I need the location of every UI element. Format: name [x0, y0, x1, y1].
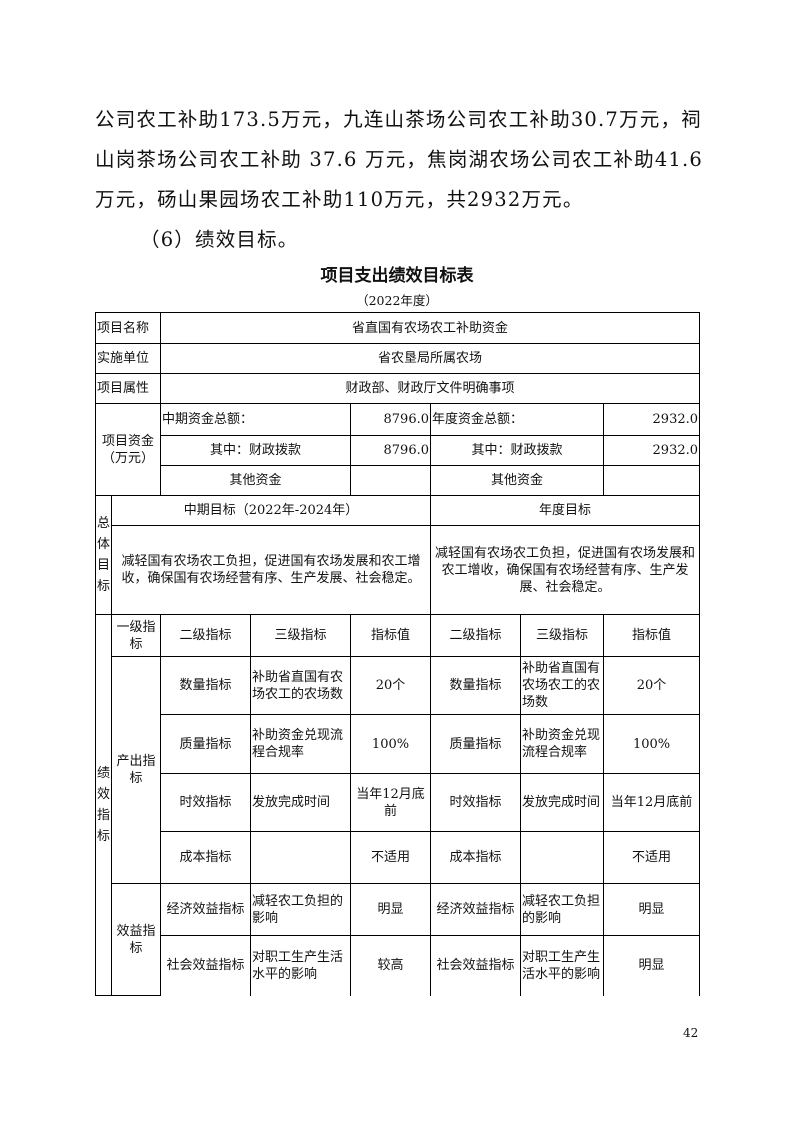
overall-goal-label: 总体目标	[95, 495, 112, 615]
cell: 对职工生产生活水平的影响	[520, 935, 605, 996]
cell: 时效指标	[430, 773, 522, 832]
year-other-value	[603, 465, 701, 496]
year-goal-header: 年度目标	[430, 495, 701, 526]
table-row: 社会效益指标 对职工生产生活水平的影响 较高 社会效益指标 对职工生产生活水平的…	[96, 935, 701, 996]
header-level3: 三级指标	[250, 614, 352, 657]
cell	[250, 831, 352, 884]
page-number: 42	[683, 1026, 699, 1040]
year-total-value: 2932.0	[603, 403, 701, 436]
cell: 不适用	[350, 831, 432, 884]
table-row: 质量指标 补助资金兑现流程合规率 100% 质量指标 补助资金兑现流程合规率 1…	[96, 714, 701, 774]
cell: 质量指标	[160, 714, 252, 774]
project-name: 省直国有农场农工补助资金	[160, 312, 701, 344]
header-level1: 一级指标	[110, 614, 162, 657]
table-row: 产出指标 数量指标 补助省直国有农场农工的农场数 20个 数量指标 补助省直国有…	[96, 656, 701, 884]
mid-fiscal-value: 8796.0	[350, 435, 432, 466]
cell: 补助资金兑现流程合规率	[250, 714, 352, 774]
year-goal-text: 减轻国有农场农工负担，促进国有农场发展和农工增收，确保国有农场经营有序、生产发展…	[430, 525, 701, 615]
header-value-year: 指标值	[603, 614, 701, 657]
perf-indicator-label: 绩效指标	[95, 614, 112, 996]
cell: 较高	[350, 935, 432, 996]
cell: 减轻农工负担的影响	[520, 883, 605, 936]
performance-target-table: 项目名称 省直国有农场农工补助资金 实施单位 省农垦局所属农场 项目属性 财政部…	[94, 312, 701, 996]
cell	[520, 831, 605, 884]
cell: 当年12月底前	[350, 773, 432, 832]
cell: 数量指标	[430, 656, 522, 715]
table-row: 效益指标 经济效益指标 减轻农工负担的影响 明显 经济效益指标 减轻农工负担的影…	[96, 883, 701, 996]
funds-label: 项目资金（万元）	[94, 403, 162, 496]
cell: 时效指标	[160, 773, 252, 832]
header-level2: 二级指标	[160, 614, 252, 657]
cell: 20个	[603, 656, 701, 715]
unit-label: 实施单位	[94, 343, 162, 374]
mid-total-value: 8796.0	[350, 403, 432, 436]
project-name-label: 项目名称	[94, 312, 162, 344]
table-title: 项目支出绩效目标表	[320, 266, 474, 286]
cell: 发放完成时间	[250, 773, 352, 832]
cell: 社会效益指标	[160, 935, 252, 996]
header-value: 指标值	[350, 614, 432, 657]
table-subtitle: （2022年度）	[356, 293, 438, 308]
unit-value: 省农垦局所属农场	[160, 343, 701, 374]
cell: 对职工生产生活水平的影响	[250, 935, 352, 996]
cell: 成本指标	[430, 831, 522, 884]
cell: 数量指标	[160, 656, 252, 715]
year-other-label: 其他资金	[430, 465, 605, 496]
cell: 100%	[603, 714, 701, 774]
cell: 明显	[603, 935, 701, 996]
year-fiscal-value: 2932.0	[603, 435, 701, 466]
cell: 补助省直国有农场农工的农场数	[250, 656, 352, 715]
section-heading: （6）绩效目标。	[140, 228, 299, 251]
cell: 发放完成时间	[520, 773, 605, 832]
cell: 20个	[350, 656, 432, 715]
cell: 经济效益指标	[430, 883, 522, 936]
cell: 不适用	[603, 831, 701, 884]
cell: 补助省直国有农场农工的农场数	[520, 656, 605, 715]
benefit-indicator-label: 效益指标	[110, 883, 162, 996]
output-indicator-label: 产出指标	[110, 656, 162, 884]
cell: 社会效益指标	[430, 935, 522, 996]
cell: 减轻农工负担的影响	[250, 883, 352, 936]
cell: 补助资金兑现流程合规率	[520, 714, 605, 774]
attribute-value: 财政部、财政厅文件明确事项	[160, 373, 701, 404]
attribute-label: 项目属性	[94, 373, 162, 404]
cell: 成本指标	[160, 831, 252, 884]
table-row: 时效指标 发放完成时间 当年12月底前 时效指标 发放完成时间 当年12月底前	[96, 773, 701, 832]
cell: 当年12月底前	[603, 773, 701, 832]
mid-fiscal-label: 其中：财政拨款	[160, 435, 352, 466]
body-paragraph: 公司农工补助173.5万元，九连山茶场公司农工补助30.7万元，祠山岗茶场公司农…	[95, 108, 704, 211]
header-level2-year: 二级指标	[430, 614, 522, 657]
mid-goal-text: 减轻国有农场农工负担，促进国有农场发展和农工增收，确保国有农场经营有序、生产发展…	[110, 525, 432, 615]
year-fiscal-label: 其中：财政拨款	[430, 435, 605, 466]
mid-other-label: 其他资金	[160, 465, 352, 496]
mid-total-label: 中期资金总额：	[160, 403, 352, 436]
cell: 经济效益指标	[160, 883, 252, 936]
mid-goal-header: 中期目标（2022年-2024年）	[110, 495, 432, 526]
table-row: 成本指标 不适用 成本指标 不适用	[96, 831, 701, 884]
year-total-label: 年度资金总额：	[430, 403, 605, 436]
cell: 明显	[350, 883, 432, 936]
cell: 100%	[350, 714, 432, 774]
cell: 质量指标	[430, 714, 522, 774]
header-level3-year: 三级指标	[520, 614, 605, 657]
mid-other-value	[350, 465, 432, 496]
cell: 明显	[603, 883, 701, 936]
